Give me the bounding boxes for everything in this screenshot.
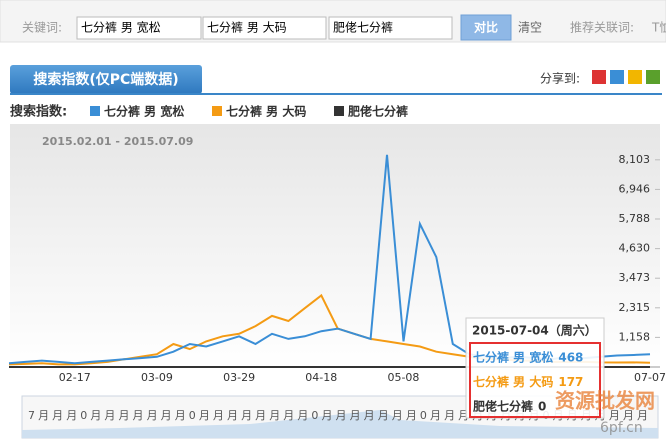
watermark: 6pf.cn bbox=[600, 420, 643, 436]
x-tick-label: 04-18 bbox=[305, 371, 337, 384]
compare-button[interactable] bbox=[460, 14, 512, 41]
x-tick-label: 03-29 bbox=[223, 371, 255, 384]
tooltip-series: 七分裤 男 宽松 bbox=[473, 350, 553, 365]
x-tick-label: 02-17 bbox=[59, 371, 91, 384]
plot: 1,158 2,315 3,473 4,630 5,788 6,946 8,103 02-17… bbox=[8, 153, 666, 384]
keyword-text: 肥佬七分裤 bbox=[333, 21, 393, 35]
watermark: 资源批发网 bbox=[555, 389, 655, 413]
compare-button-text: 对比 bbox=[474, 20, 498, 35]
legend-entry: 七分裤 男 大码 bbox=[226, 104, 306, 119]
tooltip-series: 肥佬七分裤 bbox=[473, 399, 533, 414]
tooltip-series: 七分裤 男 大码 bbox=[473, 374, 553, 389]
legend-entry: 七分裤 男 宽松 bbox=[104, 104, 184, 119]
tooltip-value: 0 bbox=[538, 400, 546, 414]
date-range: 2015.02.01 - 2015.07.09 bbox=[42, 135, 193, 148]
share-icon[interactable] bbox=[610, 70, 624, 84]
legend-label: 搜索指数: bbox=[10, 104, 67, 120]
tooltip-box bbox=[465, 317, 605, 419]
navigator-area bbox=[22, 410, 658, 438]
related-link[interactable]: T恤 bbox=[651, 21, 666, 35]
tooltip-value: 177 bbox=[558, 375, 583, 389]
share-label: 分享到: bbox=[540, 71, 580, 86]
keyword-input[interactable] bbox=[328, 16, 453, 40]
y-tick-label: 3,473 bbox=[619, 271, 651, 284]
share-icon[interactable] bbox=[646, 70, 660, 84]
keyword-text: 七分裤 男 大码 bbox=[207, 21, 287, 35]
related-label: 推荐关联词: bbox=[570, 21, 634, 35]
tooltip-value: 468 bbox=[558, 351, 583, 365]
share-icon[interactable] bbox=[592, 70, 606, 84]
tab[interactable] bbox=[10, 65, 202, 94]
legend-swatch bbox=[212, 106, 222, 116]
y-tick-label: 5,788 bbox=[619, 212, 651, 225]
x-tick-label: 07-07 bbox=[634, 371, 666, 384]
y-tick-label: 6,946 bbox=[619, 182, 651, 195]
legend: 七分裤 男 宽松 七分裤 男 大码 肥佬七分裤 bbox=[90, 104, 408, 119]
tooltip: 2015-07-04（周六） 七分裤 男 宽松 468 七分裤 男 大码 177 肥佬七… bbox=[465, 317, 605, 419]
legend-swatch bbox=[334, 106, 344, 116]
tab-text: 搜索指数(仅PC端数据) bbox=[33, 71, 178, 88]
tooltip-highlight bbox=[469, 342, 601, 418]
x-tick-label: 05-08 bbox=[387, 371, 419, 384]
keyword-input[interactable] bbox=[202, 16, 327, 40]
x-tick-label: 03-09 bbox=[141, 371, 173, 384]
keyword-text: 七分裤 男 宽松 bbox=[81, 20, 161, 35]
share-icon[interactable] bbox=[628, 70, 642, 84]
y-tick-label: 1,158 bbox=[619, 330, 651, 343]
legend-entry: 肥佬七分裤 bbox=[348, 104, 408, 119]
keyword-label: 关键词: bbox=[22, 21, 62, 35]
y-tick-label: 4,630 bbox=[619, 242, 651, 255]
tooltip-title: 2015-07-04（周六） bbox=[472, 323, 597, 338]
keyword-input[interactable] bbox=[76, 16, 202, 40]
clear-link[interactable]: 清空 bbox=[518, 21, 542, 35]
y-tick-label: 2,315 bbox=[619, 301, 651, 314]
y-tick-label: 8,103 bbox=[619, 153, 651, 166]
legend-swatch bbox=[90, 106, 100, 116]
